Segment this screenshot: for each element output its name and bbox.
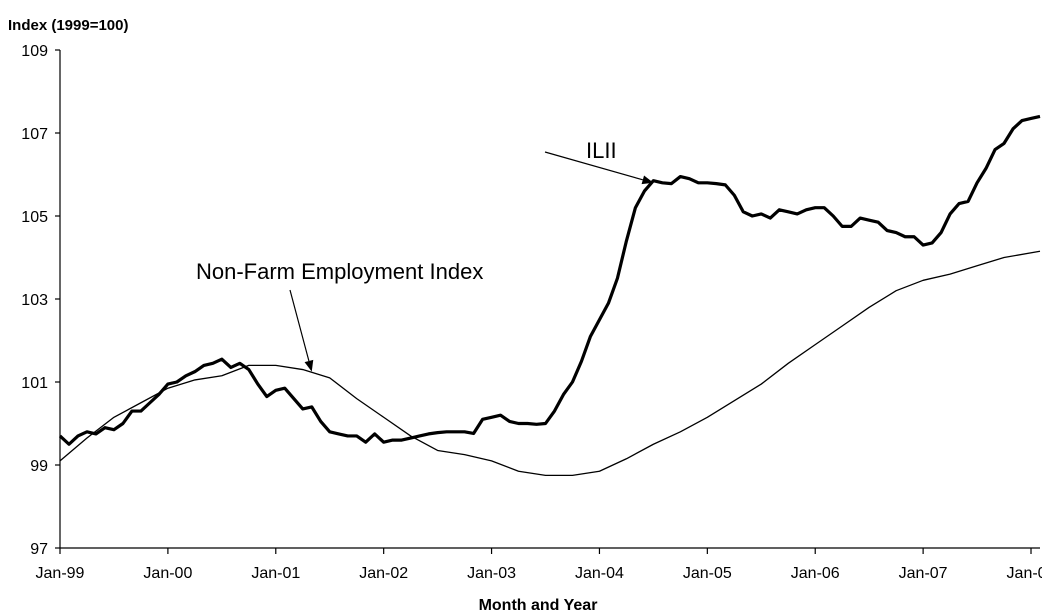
ilii-series-line bbox=[58, 114, 1041, 446]
non-farm-arrowhead bbox=[304, 359, 314, 372]
ilii-arrowhead bbox=[641, 175, 654, 185]
non-farm-arrow bbox=[289, 289, 310, 362]
x-tick-label: Jan-01 bbox=[251, 565, 300, 582]
x-tick-label: Jan-06 bbox=[791, 565, 840, 582]
x-tick-label: Jan-00 bbox=[143, 565, 192, 582]
y-tick-label: 107 bbox=[21, 126, 48, 143]
x-tick-label: Jan-02 bbox=[359, 565, 408, 582]
x-tick-label: Jan-05 bbox=[683, 565, 732, 582]
y-tick-label: 101 bbox=[21, 375, 48, 392]
y-axis-title: Index (1999=100) bbox=[8, 17, 129, 34]
non-farm-label: Non-Farm Employment Index bbox=[196, 259, 483, 284]
x-axis-title: Month and Year bbox=[479, 597, 598, 614]
x-tick-label: Jan-07 bbox=[899, 565, 948, 582]
y-tick-label: 109 bbox=[21, 43, 48, 60]
non-farm-series-line bbox=[59, 250, 1041, 477]
y-tick-label: 105 bbox=[21, 209, 48, 226]
ilii-arrow bbox=[544, 151, 643, 181]
x-axis: Jan-99 Jan-00 Jan-01 Jan-02 Jan-03 Jan-04 Jan-… bbox=[36, 548, 1042, 582]
y-tick-label: 99 bbox=[30, 458, 48, 475]
ilii-label: ILII bbox=[586, 138, 617, 163]
y-tick-label: 97 bbox=[30, 541, 48, 558]
x-tick-label: Jan-99 bbox=[36, 565, 85, 582]
x-tick-label: Jan-08 bbox=[1007, 565, 1042, 582]
x-tick-label: Jan-03 bbox=[467, 565, 516, 582]
annotations: ILII Non-Farm Employment Index bbox=[196, 138, 654, 372]
y-tick-label: 103 bbox=[21, 292, 48, 309]
x-tick-label: Jan-04 bbox=[575, 565, 624, 582]
plot-area bbox=[58, 114, 1041, 477]
y-axis: 97 99 101 103 105 107 109 bbox=[21, 43, 60, 558]
